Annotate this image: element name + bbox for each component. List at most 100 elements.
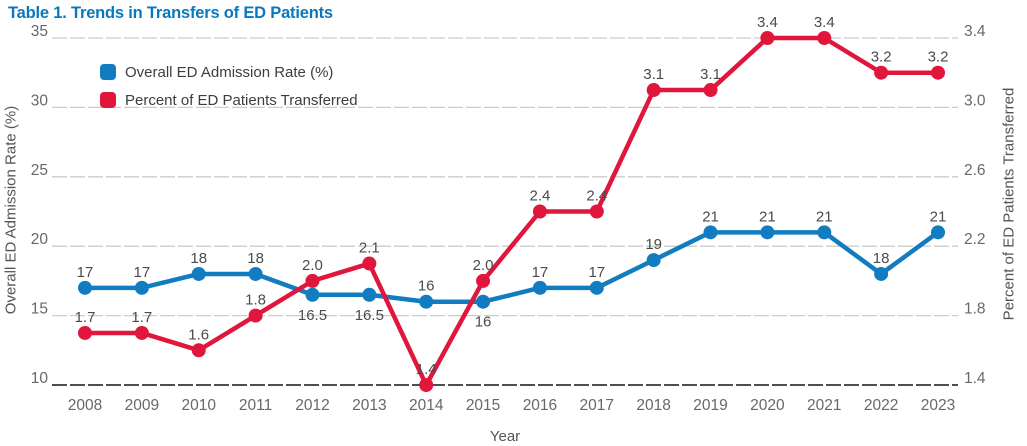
left-tick-label: 25 bbox=[31, 162, 48, 179]
series-line bbox=[82, 35, 941, 388]
data-point-label: 2.4 bbox=[530, 188, 551, 205]
data-point bbox=[874, 266, 889, 281]
data-point-label: 3.2 bbox=[928, 49, 949, 66]
x-tick-label: 2019 bbox=[693, 397, 727, 414]
data-point-label: 2.0 bbox=[473, 257, 494, 274]
legend: Overall ED Admission Rate (%) Percent of… bbox=[100, 63, 358, 109]
data-point bbox=[191, 266, 206, 281]
data-point bbox=[78, 280, 92, 295]
data-point-label: 1.8 bbox=[245, 292, 266, 309]
left-tick-label: 15 bbox=[31, 301, 48, 318]
left-axis-title: Overall ED Admission Rate (%) bbox=[2, 105, 20, 315]
x-axis-title: Year bbox=[489, 428, 521, 445]
x-tick-label: 2020 bbox=[750, 397, 785, 414]
x-tick-label: 2009 bbox=[125, 397, 159, 414]
right-tick-label: 1.4 bbox=[964, 370, 986, 387]
data-point-label: 17 bbox=[588, 264, 605, 281]
data-point-label: 17 bbox=[77, 264, 94, 281]
data-point bbox=[703, 83, 718, 98]
data-point bbox=[931, 65, 945, 80]
data-point-label: 18 bbox=[873, 250, 890, 267]
x-tick-label: 2018 bbox=[636, 397, 670, 414]
data-point-label: 1.7 bbox=[131, 309, 152, 326]
data-point-label: 2.0 bbox=[302, 257, 323, 274]
data-point bbox=[362, 256, 377, 271]
data-point bbox=[476, 273, 491, 288]
x-tick-label: 2013 bbox=[352, 397, 386, 414]
data-point-label: 17 bbox=[134, 264, 151, 281]
data-point-label: 3.2 bbox=[871, 49, 892, 66]
left-tick-label: 30 bbox=[31, 92, 49, 109]
legend-swatch-blue-icon bbox=[100, 64, 116, 80]
data-point bbox=[874, 65, 889, 80]
series-line bbox=[82, 230, 941, 304]
data-point bbox=[419, 378, 434, 392]
data-point bbox=[248, 308, 263, 323]
data-point-label: 19 bbox=[645, 236, 662, 253]
data-point bbox=[760, 225, 775, 240]
right-tick-label: 2.6 bbox=[964, 162, 986, 179]
right-tick-label: 3.4 bbox=[964, 23, 986, 40]
data-point bbox=[134, 325, 149, 340]
x-tick-label: 2011 bbox=[239, 397, 272, 414]
legend-item-transferred: Percent of ED Patients Transferred bbox=[100, 91, 358, 109]
right-tick-label: 1.8 bbox=[964, 301, 986, 318]
data-point-label: 17 bbox=[532, 264, 549, 281]
legend-item-admission-rate: Overall ED Admission Rate (%) bbox=[100, 63, 358, 81]
legend-swatch-red-icon bbox=[100, 92, 116, 108]
data-point-label: 18 bbox=[247, 250, 264, 267]
x-tick-label: 2022 bbox=[864, 397, 898, 414]
data-point bbox=[760, 31, 775, 45]
data-point-label: 18 bbox=[190, 250, 207, 267]
data-point bbox=[248, 266, 263, 281]
data-point bbox=[589, 280, 604, 295]
x-tick-label: 2008 bbox=[68, 397, 102, 414]
data-point bbox=[817, 225, 832, 240]
legend-label-transferred: Percent of ED Patients Transferred bbox=[125, 91, 358, 109]
data-point bbox=[305, 273, 320, 288]
data-point-label: 2.1 bbox=[359, 240, 380, 257]
x-tick-label: 2021 bbox=[807, 397, 841, 414]
data-point-label: 3.4 bbox=[757, 14, 778, 31]
left-tick-label: 35 bbox=[31, 23, 48, 40]
data-point bbox=[419, 294, 434, 309]
data-point-label: 1.4 bbox=[416, 361, 437, 378]
data-point bbox=[646, 253, 661, 268]
legend-label-admission-rate: Overall ED Admission Rate (%) bbox=[125, 63, 334, 81]
data-point-label: 21 bbox=[930, 208, 947, 225]
data-point bbox=[78, 325, 92, 340]
data-point-label: 1.6 bbox=[188, 326, 209, 343]
data-point-label: 3.4 bbox=[814, 14, 835, 31]
data-point bbox=[305, 287, 320, 302]
data-point bbox=[646, 83, 661, 98]
data-point-label: 21 bbox=[702, 208, 719, 225]
x-tick-label: 2014 bbox=[409, 397, 444, 414]
x-tick-label: 2016 bbox=[523, 397, 557, 414]
data-point bbox=[134, 280, 149, 295]
x-tick-label: 2023 bbox=[921, 397, 955, 414]
data-point-label: 16 bbox=[418, 278, 435, 295]
data-point bbox=[817, 31, 832, 45]
data-point bbox=[931, 225, 945, 240]
right-axis-title: Percent of ED Patients Transferred bbox=[1000, 87, 1018, 321]
left-tick-label: 20 bbox=[31, 231, 49, 248]
left-tick-label: 10 bbox=[31, 370, 49, 387]
data-point bbox=[703, 225, 718, 240]
data-point-label: 3.1 bbox=[700, 66, 721, 83]
right-tick-label: 3.0 bbox=[964, 92, 986, 109]
data-point bbox=[476, 294, 491, 309]
data-point bbox=[532, 280, 547, 295]
x-tick-label: 2017 bbox=[580, 397, 614, 414]
data-point-label: 3.1 bbox=[643, 66, 664, 83]
data-point bbox=[532, 204, 547, 219]
data-point-label: 16.5 bbox=[355, 307, 384, 324]
data-point bbox=[191, 343, 206, 358]
data-point-label: 16 bbox=[475, 314, 492, 331]
x-tick-label: 2015 bbox=[466, 397, 500, 414]
data-point bbox=[362, 287, 377, 302]
data-point-label: 21 bbox=[759, 208, 776, 225]
data-point-label: 16.5 bbox=[298, 307, 327, 324]
data-point-label: 2.4 bbox=[586, 188, 607, 205]
